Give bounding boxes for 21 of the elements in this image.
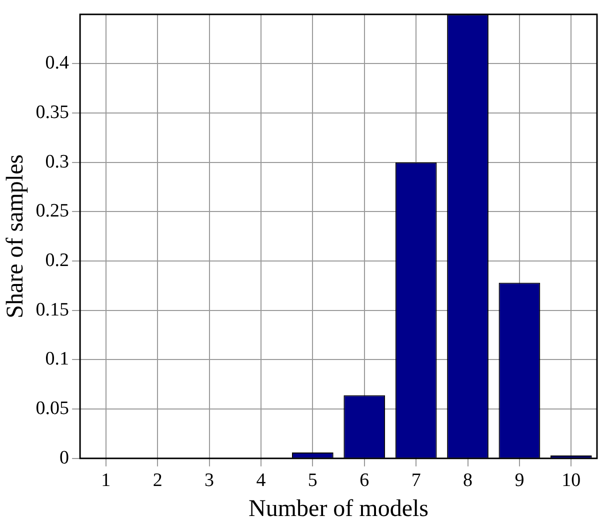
y-tick-label: 0.1 — [45, 348, 70, 370]
x-tick-label: 7 — [411, 470, 421, 491]
x-tick-label: 10 — [562, 470, 581, 491]
x-tick-label: 9 — [514, 470, 524, 491]
x-axis-title: Number of models — [248, 496, 429, 522]
y-tick-label: 0.05 — [36, 398, 70, 420]
x-tick-label: 3 — [204, 470, 214, 491]
y-tick-label: 0.15 — [36, 299, 70, 320]
y-tick-label: 0.2 — [45, 250, 70, 272]
x-tick-label: 5 — [308, 470, 318, 491]
y-tick-label: 0.3 — [45, 151, 70, 172]
y-axis-title: Share of samples — [2, 154, 29, 318]
y-tick-label: 0.35 — [36, 102, 70, 124]
y-tick-label: 0.4 — [45, 52, 70, 74]
x-tick-label: 2 — [152, 470, 162, 491]
x-tick-label: 1 — [101, 470, 111, 491]
y-tick-label: 0.25 — [36, 200, 70, 222]
x-tick-label: 4 — [256, 470, 266, 491]
y-tick-label: 0 — [60, 447, 70, 468]
x-tick-label: 8 — [463, 470, 473, 491]
x-tick-label: 6 — [360, 470, 370, 491]
